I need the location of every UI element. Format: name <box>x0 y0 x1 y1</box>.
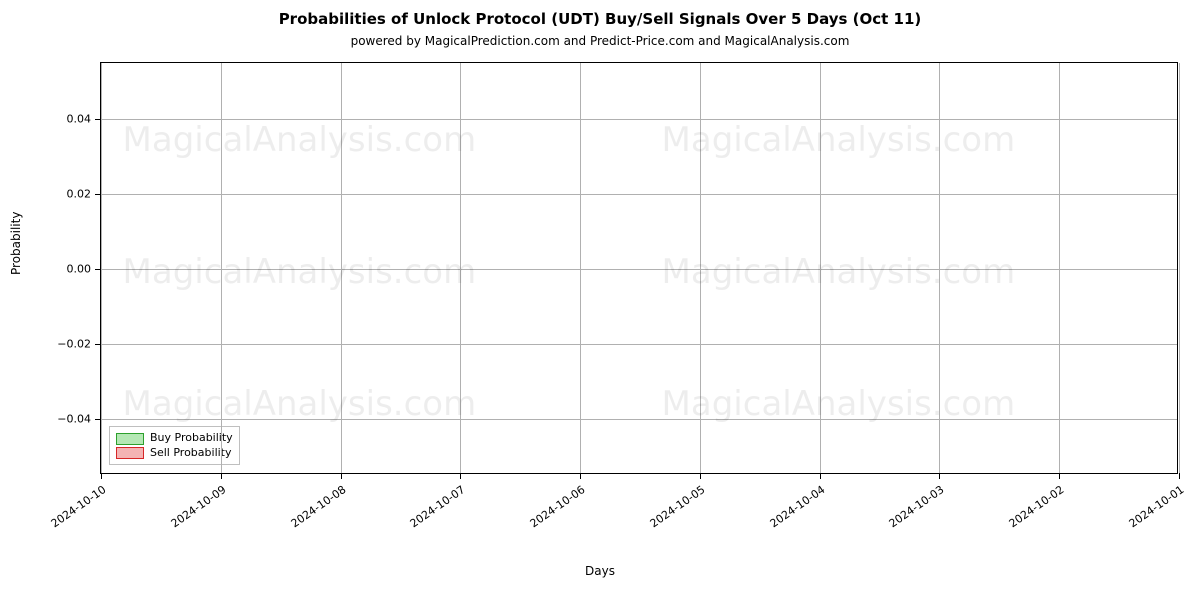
x-gridline <box>820 63 821 473</box>
x-tick-label: 2024-10-06 <box>528 483 588 530</box>
y-gridline <box>101 194 1177 195</box>
x-gridline <box>460 63 461 473</box>
x-axis-label: Days <box>0 564 1200 578</box>
x-tick <box>1059 473 1060 479</box>
y-gridline <box>101 269 1177 270</box>
x-gridline <box>1179 63 1180 473</box>
x-gridline <box>221 63 222 473</box>
x-tick <box>1179 473 1180 479</box>
x-tick-label: 2024-10-09 <box>168 483 228 530</box>
x-tick <box>700 473 701 479</box>
x-tick-label: 2024-10-01 <box>1127 483 1187 530</box>
y-gridline <box>101 419 1177 420</box>
y-tick-label: 0.02 <box>67 188 92 201</box>
x-tick <box>939 473 940 479</box>
x-gridline <box>939 63 940 473</box>
x-gridline <box>1059 63 1060 473</box>
watermark: MagicalAnalysis.com <box>662 252 1016 292</box>
chart-title: Probabilities of Unlock Protocol (UDT) B… <box>0 10 1200 28</box>
chart-subtitle: powered by MagicalPrediction.com and Pre… <box>0 34 1200 48</box>
x-tick <box>820 473 821 479</box>
x-tick-label: 2024-10-03 <box>887 483 947 530</box>
x-tick-label: 2024-10-04 <box>767 483 827 530</box>
legend-item: Sell Probability <box>116 446 233 460</box>
y-axis-label: Probability <box>9 255 23 275</box>
watermark: MagicalAnalysis.com <box>123 252 477 292</box>
y-gridline <box>101 119 1177 120</box>
legend-swatch <box>116 433 144 445</box>
x-gridline <box>580 63 581 473</box>
x-tick-label: 2024-10-07 <box>408 483 468 530</box>
x-tick-label: 2024-10-08 <box>288 483 348 530</box>
x-tick-label: 2024-10-05 <box>648 483 708 530</box>
plot-area: Buy ProbabilitySell Probability −0.04−0.… <box>100 62 1178 474</box>
y-tick-label: 0.04 <box>67 113 92 126</box>
x-tick <box>460 473 461 479</box>
legend-swatch <box>116 447 144 459</box>
watermark: MagicalAnalysis.com <box>123 120 477 160</box>
legend-label: Sell Probability <box>150 446 232 460</box>
y-tick-label: 0.00 <box>67 263 92 276</box>
x-tick <box>221 473 222 479</box>
y-gridline <box>101 344 1177 345</box>
legend-item: Buy Probability <box>116 431 233 445</box>
x-tick-label: 2024-10-02 <box>1007 483 1067 530</box>
x-gridline <box>341 63 342 473</box>
y-tick-label: −0.02 <box>57 337 91 350</box>
watermark: MagicalAnalysis.com <box>662 120 1016 160</box>
x-gridline <box>700 63 701 473</box>
x-tick <box>341 473 342 479</box>
x-tick-label: 2024-10-10 <box>49 483 109 530</box>
x-gridline <box>101 63 102 473</box>
x-tick <box>580 473 581 479</box>
x-tick <box>101 473 102 479</box>
y-tick-label: −0.04 <box>57 412 91 425</box>
